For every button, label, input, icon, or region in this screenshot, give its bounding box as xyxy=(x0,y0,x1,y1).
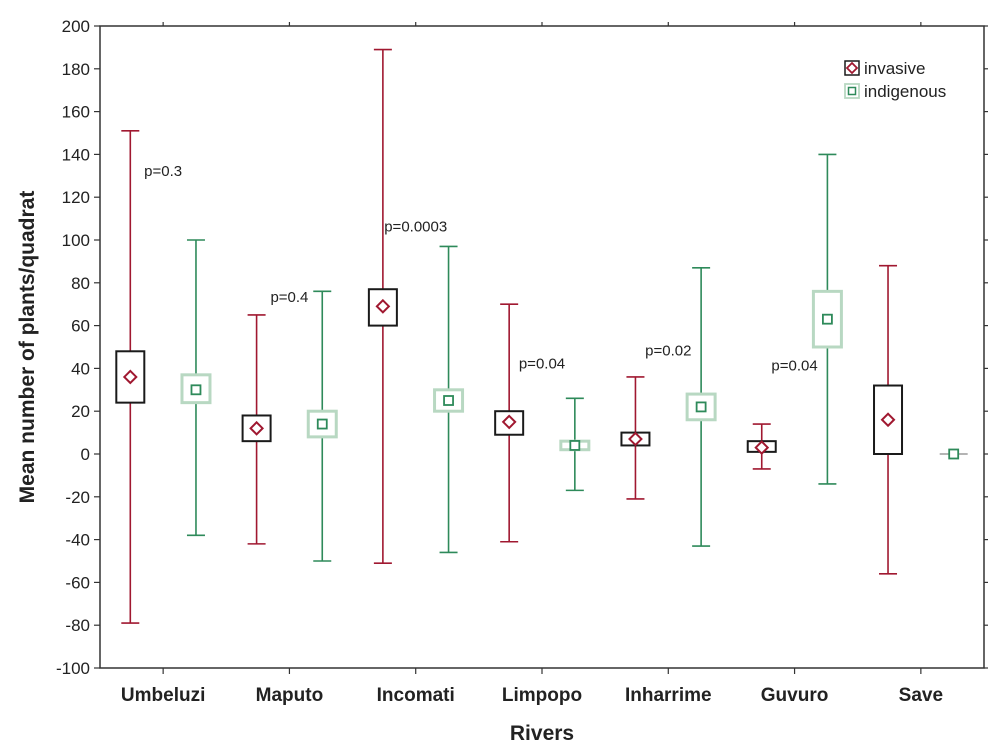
p-value-annotation: p=0.3 xyxy=(144,163,182,180)
mean-marker-square xyxy=(444,396,453,405)
y-tick-label: 200 xyxy=(62,17,90,36)
y-tick-label: 140 xyxy=(62,145,90,164)
y-tick-label: -100 xyxy=(56,659,90,678)
y-tick-label: 60 xyxy=(71,317,90,336)
y-tick-label: -20 xyxy=(65,488,90,507)
y-tick-label: -80 xyxy=(65,616,90,635)
x-axis-title: Rivers xyxy=(510,722,574,744)
x-category-label: Maputo xyxy=(256,685,324,706)
y-tick-label: 20 xyxy=(71,402,90,421)
p-value-annotation: p=0.04 xyxy=(771,358,817,375)
y-tick-label: 100 xyxy=(62,231,90,250)
y-tick-label: 0 xyxy=(81,445,90,464)
mean-marker-square xyxy=(191,385,200,394)
y-tick-label: 160 xyxy=(62,103,90,122)
y-tick-label: -40 xyxy=(65,531,90,550)
x-category-label: Limpopo xyxy=(502,685,582,706)
x-category-label: Save xyxy=(899,685,943,706)
legend-label-invasive: invasive xyxy=(864,59,925,78)
mean-marker-square xyxy=(697,402,706,411)
x-category-label: Inharrime xyxy=(625,685,712,706)
y-tick-label: 120 xyxy=(62,188,90,207)
y-tick-label: -60 xyxy=(65,573,90,592)
y-tick-label: 180 xyxy=(62,60,90,79)
mean-marker-square xyxy=(318,420,327,429)
x-category-label: Guvuro xyxy=(761,685,829,706)
mean-marker-square xyxy=(570,441,579,450)
y-axis-title: Mean number of plants/quadrat xyxy=(16,191,39,504)
mean-marker-square xyxy=(949,450,958,459)
p-value-annotation: p=0.02 xyxy=(645,343,691,360)
legend-label-indigenous: indigenous xyxy=(864,82,946,101)
y-tick-label: 40 xyxy=(71,359,90,378)
x-category-label: Umbeluzi xyxy=(121,685,205,706)
p-value-annotation: p=0.04 xyxy=(519,355,565,372)
p-value-annotation: p=0.0003 xyxy=(384,218,447,235)
x-category-label: Incomati xyxy=(377,685,455,706)
p-value-annotation: p=0.4 xyxy=(270,289,308,306)
mean-marker-square xyxy=(823,315,832,324)
y-tick-label: 80 xyxy=(71,274,90,293)
legend-marker-square xyxy=(849,88,856,95)
